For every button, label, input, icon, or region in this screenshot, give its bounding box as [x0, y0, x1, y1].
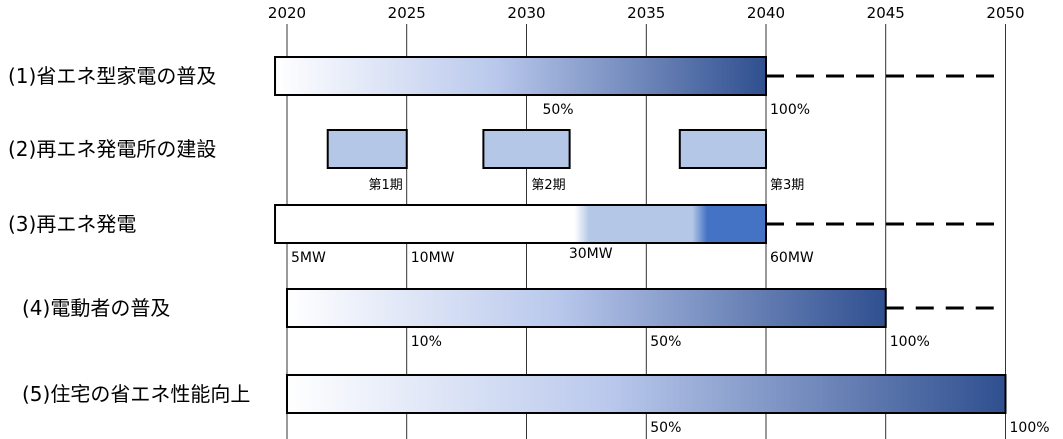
roadmap-row-1: (1)省エネ型家電の普及 50% 100%: [8, 56, 1000, 118]
milestone-label: 60MW: [770, 250, 814, 266]
milestone-label: 50%: [650, 334, 681, 350]
progress-bar: [274, 56, 767, 96]
milestone-label: 100%: [1010, 420, 1050, 436]
year-label-2025: 2025: [388, 4, 426, 22]
phase-label: 第1期: [368, 178, 402, 193]
year-label-2030: 2030: [507, 4, 545, 22]
progress-bar: [274, 204, 767, 244]
milestone-label: 30MW: [569, 246, 613, 262]
milestone-label: 10%: [411, 334, 442, 350]
milestone-label: 50%: [650, 420, 681, 436]
row-title: (1)省エネ型家電の普及: [8, 64, 216, 88]
milestone-label: 10MW: [411, 250, 455, 266]
phase-block-1: [326, 129, 408, 169]
phase-block-3: [678, 129, 768, 169]
year-label-2050: 2050: [986, 4, 1024, 22]
year-label-2045: 2045: [867, 4, 905, 22]
roadmap-row-4: (4)電動者の普及 10% 50% 100%: [22, 288, 1000, 350]
year-label-2020: 2020: [268, 4, 306, 22]
row-title: (2)再エネ発電所の建設: [8, 137, 216, 161]
phase-block-2: [482, 129, 571, 169]
progress-bar: [286, 288, 887, 328]
row-title: (4)電動者の普及: [22, 296, 170, 320]
phase-label: 第2期: [531, 178, 565, 193]
year-axis: 2020 2025 2030 2035 2040 2045 2050: [268, 4, 1025, 22]
phase-label: 第3期: [770, 178, 804, 193]
roadmap-row-3: (3)再エネ発電 5MW 10MW 30MW 60MW: [8, 204, 1000, 266]
year-label-2040: 2040: [747, 4, 785, 22]
milestone-label: 100%: [770, 102, 810, 118]
row-title: (5)住宅の省エネ性能向上: [22, 382, 250, 406]
progress-bar: [286, 374, 1007, 414]
milestone-label: 5MW: [291, 250, 326, 266]
roadmap-row-5: (5)住宅の省エネ性能向上 50% 100%: [22, 374, 1050, 436]
milestone-label: 100%: [890, 334, 930, 350]
row-title: (3)再エネ発電: [8, 212, 136, 236]
year-label-2035: 2035: [627, 4, 665, 22]
milestone-label: 50%: [542, 102, 573, 118]
